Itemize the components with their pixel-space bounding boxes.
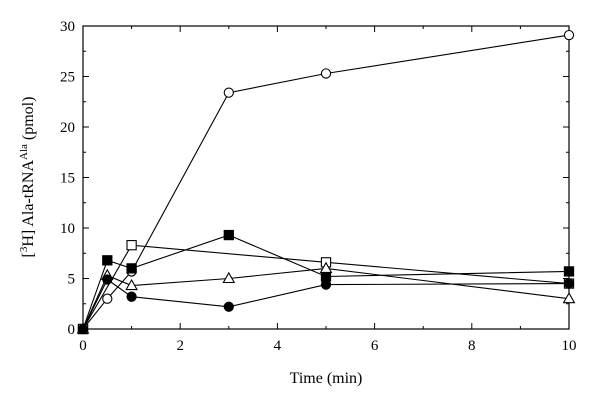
open-triangle-marker (319, 261, 333, 273)
series-lines (82, 34, 570, 330)
filled-square-series-line (82, 234, 570, 330)
x-tick-label: 0 (79, 338, 87, 354)
open-circle-marker (223, 87, 234, 98)
filled-circle-marker (563, 278, 575, 289)
open-circle-series-line (82, 34, 570, 330)
open-triangle-marker (125, 278, 138, 291)
open-triangle-series-line (82, 267, 570, 330)
y-tick-label: 15 (60, 171, 75, 187)
series-markers (76, 29, 576, 335)
x-tick-label: 6 (371, 338, 379, 354)
y-axis-title-sup-isotope: 3 (18, 246, 30, 252)
y-tick-label: 30 (60, 19, 75, 35)
open-triangle-marker (562, 291, 576, 304)
y-tick-label: 25 (60, 70, 75, 86)
y-tick-label: 0 (68, 322, 76, 338)
axis-ticks: 0 2 4 6 8 10 0 5 10 15 20 25 30 (60, 19, 577, 354)
y-tick-label: 10 (60, 221, 75, 237)
y-tick-label: 5 (68, 272, 76, 288)
filled-square-marker (126, 263, 137, 274)
filled-circle-marker (77, 323, 89, 335)
filled-square-marker (102, 255, 113, 266)
x-tick-label: 4 (274, 338, 282, 354)
filled-circle-marker (102, 274, 113, 285)
x-tick-label: 8 (468, 338, 476, 354)
y-tick-label: 20 (60, 120, 75, 136)
filled-square-marker (563, 266, 575, 277)
filled-circle-marker (126, 291, 137, 302)
open-square-marker (126, 240, 137, 251)
filled-square-marker (223, 229, 234, 241)
filled-circle-series-line (82, 278, 570, 330)
open-circle-marker (320, 68, 332, 79)
y-axis-title-main: H] Ala-tRNA (20, 160, 37, 247)
open-circle-marker (102, 293, 113, 304)
y-axis-title: [3H] Ala-tRNAAla (pmol) (18, 97, 37, 258)
y-axis-title-sup-ala: Ala (18, 144, 30, 160)
filled-circle-marker (223, 301, 234, 312)
open-triangle-marker (222, 271, 236, 284)
open-circle-marker (563, 29, 575, 41)
x-axis-title: Time (min) (290, 370, 363, 387)
open-square-series-line (82, 244, 570, 330)
y-axis-title-bracket: [ (20, 252, 37, 257)
filled-circle-marker (320, 279, 332, 290)
y-axis-title-unit: (pmol) (20, 97, 37, 145)
x-tick-label: 2 (176, 338, 184, 354)
x-tick-label: 10 (562, 338, 577, 354)
